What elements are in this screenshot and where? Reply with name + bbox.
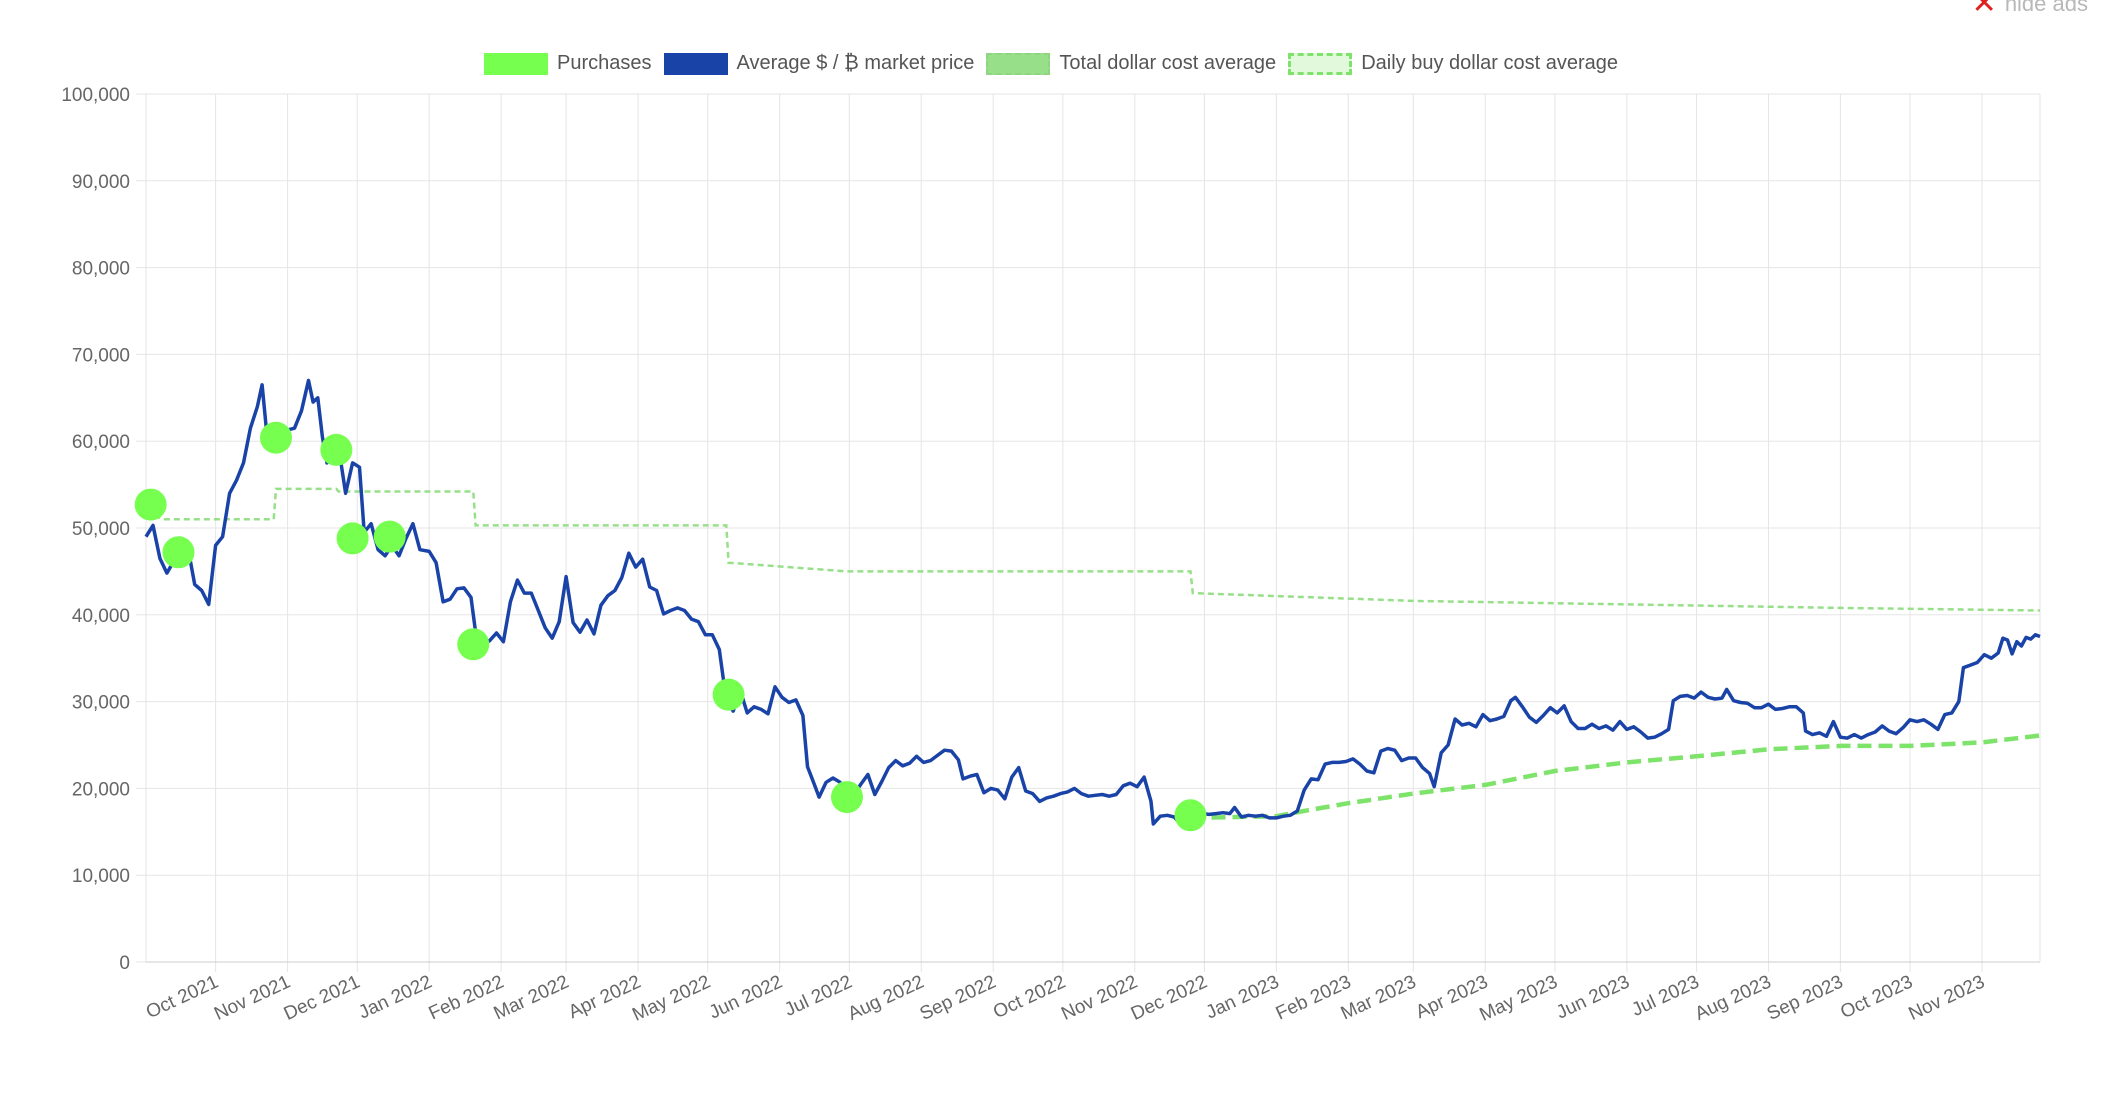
y-tick-label: 60,000: [72, 432, 130, 453]
legend-item-purchases[interactable]: Purchases: [484, 52, 652, 75]
grid: [145, 93, 2041, 972]
y-tick-label: 50,000: [72, 519, 130, 540]
purchase-points: [134, 421, 1207, 832]
purchase-point: [373, 520, 406, 553]
hide-ads-link[interactable]: ✕ hide ads: [1972, 0, 2088, 21]
x-tick-label: Oct 2021: [143, 971, 222, 1023]
y-tick-label: 40,000: [72, 606, 130, 627]
legend-label-total-dca: Total dollar cost average: [1059, 52, 1277, 74]
x-tick-label: Jul 2022: [781, 971, 855, 1020]
legend-item-total-dca[interactable]: Total dollar cost average: [986, 52, 1276, 75]
y-tick-label: 0: [119, 953, 130, 974]
purchase-point: [259, 421, 292, 454]
purchase-point: [830, 781, 863, 814]
purchase-point: [457, 628, 490, 661]
purchase-point: [712, 678, 745, 711]
y-tick-label: 30,000: [72, 693, 130, 714]
purchase-point: [134, 488, 167, 521]
x-tick-label: Jun 2022: [706, 971, 786, 1023]
series-layer: [144, 378, 2041, 827]
chart-legend: Purchases Average $ / ₿ market price Tot…: [0, 52, 2102, 75]
legend-swatch-daily-dca: [1288, 52, 1353, 75]
y-tick-label: 20,000: [72, 779, 130, 800]
legend-label-purchases: Purchases: [557, 52, 652, 74]
legend-label-market-price: Average $ / ₿ market price: [736, 52, 975, 74]
y-tick-label: 100,000: [61, 85, 130, 106]
legend-swatch-purchases: [484, 52, 549, 75]
y-tick-label: 80,000: [72, 259, 130, 280]
x-tick-label: Nov 2022: [1058, 971, 1141, 1024]
x-tick-label: Oct 2023: [1837, 971, 1916, 1023]
x-tick-label: Mar 2022: [491, 971, 573, 1024]
x-tick-label: Nov 2021: [211, 971, 294, 1024]
x-tick-label: May 2023: [1476, 971, 1561, 1025]
x-tick-label: Jan 2023: [1203, 971, 1283, 1023]
purchase-point: [1174, 799, 1207, 832]
axes: 0 10,000 20,000 30,000 40,000 50,000 60,000 70,…: [61, 85, 1988, 1026]
purchase-point: [320, 433, 353, 466]
legend-item-daily-dca[interactable]: Daily buy dollar cost average: [1288, 52, 1618, 75]
legend-label-daily-dca: Daily buy dollar cost average: [1361, 52, 1618, 74]
y-tick-label: 70,000: [72, 345, 130, 366]
y-tick-label: 90,000: [72, 172, 130, 193]
x-tick-label: Oct 2022: [990, 971, 1069, 1023]
x-tick-label: Dec 2022: [1128, 971, 1211, 1024]
x-tick-label: Aug 2023: [1692, 971, 1775, 1024]
close-icon[interactable]: ✕: [1971, 0, 1997, 20]
x-tick-label: Nov 2023: [1905, 971, 1988, 1024]
legend-swatch-market-price: [663, 52, 728, 75]
x-tick-label: Sep 2023: [1764, 971, 1847, 1024]
x-tick-label: Jun 2023: [1553, 971, 1633, 1023]
legend-item-market-price[interactable]: Average $ / ₿ market price: [663, 52, 975, 75]
x-tick-label: May 2022: [629, 971, 714, 1025]
legend-swatch-total-dca: [986, 52, 1051, 75]
x-tick-label: Sep 2022: [917, 971, 1000, 1024]
purchase-point: [336, 522, 369, 555]
x-tick-label: Aug 2022: [845, 971, 928, 1024]
x-tick-label: Dec 2021: [281, 971, 364, 1024]
x-tick-label: Mar 2023: [1338, 971, 1420, 1024]
total-dca-line: [145, 487, 2041, 612]
hide-ads-label: hide ads: [2004, 0, 2088, 16]
x-tick-label: Jan 2022: [356, 971, 436, 1023]
market-price-line: [144, 378, 2041, 827]
y-tick-label: 10,000: [72, 866, 130, 887]
x-tick-label: Jul 2023: [1629, 971, 1703, 1020]
purchase-point: [162, 536, 195, 569]
